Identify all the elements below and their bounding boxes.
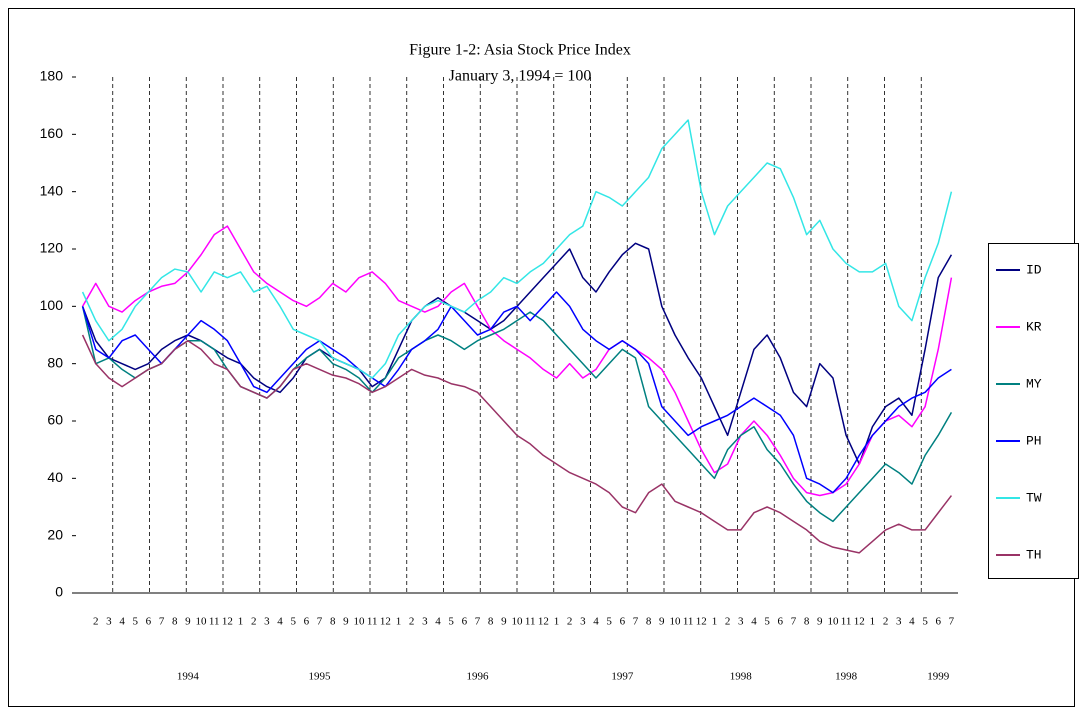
x-tick-label: 1 (554, 616, 560, 628)
chart-title: Figure 1-2: Asia Stock Price Index (409, 42, 631, 59)
year-label: 1999 (927, 671, 950, 683)
x-tick-label: 4 (435, 616, 441, 628)
x-tick-label: 12 (538, 616, 549, 628)
x-tick-label: 6 (936, 616, 942, 628)
series-line (81, 334, 953, 554)
year-label: 1995 (309, 671, 332, 683)
legend-label: PH (1026, 433, 1042, 448)
x-tick-label: 10 (827, 616, 839, 628)
x-tick-label: 3 (738, 616, 744, 628)
y-tick-label: 60 (47, 412, 63, 428)
x-tick-label: 5 (448, 616, 454, 628)
x-tick-label: 6 (462, 616, 468, 628)
chart-subtitle: January 3, 1994 = 100 (449, 68, 592, 85)
legend-label: MY (1026, 376, 1042, 391)
legend-label: KR (1026, 319, 1042, 334)
x-tick-label: 8 (646, 616, 652, 628)
x-tick-label: 10 (354, 616, 366, 628)
y-tick-label: 40 (47, 469, 63, 485)
year-label: 1996 (467, 671, 490, 683)
x-tick-label: 5 (290, 616, 296, 628)
x-tick-label: 12 (222, 616, 233, 628)
x-tick-label: 11 (525, 616, 536, 628)
x-tick-label: 9 (817, 616, 823, 628)
series-line (81, 225, 953, 497)
x-tick-label: 1 (238, 616, 244, 628)
x-tick-label: 4 (119, 616, 125, 628)
x-tick-label: 5 (606, 616, 612, 628)
x-tick-label: 6 (304, 616, 310, 628)
series-line (81, 291, 952, 494)
x-tick-label: 5 (764, 616, 770, 628)
x-tick-label: 2 (725, 616, 731, 628)
x-tick-label: 12 (854, 616, 865, 628)
x-tick-label: 8 (172, 616, 178, 628)
y-tick-label: 120 (40, 240, 64, 256)
x-tick-label: 3 (264, 616, 270, 628)
x-tick-label: 8 (488, 616, 494, 628)
x-tick-label: 3 (580, 616, 586, 628)
y-tick-label: 80 (47, 354, 63, 370)
x-tick-label: 9 (659, 616, 665, 628)
x-tick-label: 11 (367, 616, 378, 628)
y-tick-label: 140 (40, 182, 64, 198)
x-tick-label: 1 (870, 616, 876, 628)
x-tick-label: 8 (804, 616, 810, 628)
x-tick-label: 7 (633, 616, 639, 628)
legend-label: ID (1026, 262, 1042, 277)
x-tick-label: 4 (593, 616, 599, 628)
year-label: 1998 (730, 671, 753, 683)
x-tick-label: 4 (751, 616, 757, 628)
series-line (81, 119, 953, 379)
x-tick-label: 12 (696, 616, 707, 628)
y-tick-label: 20 (47, 526, 63, 542)
x-tick-label: 6 (620, 616, 626, 628)
chart-border (8, 8, 1075, 707)
x-tick-label: 7 (791, 616, 797, 628)
x-tick-label: 1 (712, 616, 718, 628)
x-tick-label: 2 (883, 616, 889, 628)
x-tick-label: 2 (567, 616, 573, 628)
y-tick-label: 100 (40, 297, 64, 313)
x-tick-label: 7 (949, 616, 955, 628)
year-label: 1998 (835, 671, 858, 683)
x-tick-label: 4 (909, 616, 915, 628)
x-tick-label: 3 (106, 616, 112, 628)
x-tick-label: 9 (185, 616, 191, 628)
legend-label: TW (1026, 490, 1042, 505)
legend-label: TH (1026, 547, 1042, 562)
x-tick-label: 3 (896, 616, 902, 628)
x-tick-label: 11 (841, 616, 852, 628)
x-tick-label: 11 (683, 616, 694, 628)
x-tick-label: 4 (277, 616, 283, 628)
y-tick-label: 180 (40, 68, 64, 84)
x-tick-label: 3 (422, 616, 428, 628)
x-tick-label: 10 (196, 616, 208, 628)
x-tick-label: 9 (501, 616, 507, 628)
x-tick-label: 8 (330, 616, 336, 628)
x-tick-label: 2 (409, 616, 415, 628)
x-tick-label: 11 (209, 616, 220, 628)
x-tick-label: 6 (146, 616, 152, 628)
x-tick-label: 5 (132, 616, 138, 628)
year-label: 1997 (611, 671, 634, 683)
y-tick-label: 160 (40, 125, 64, 141)
x-tick-label: 10 (669, 616, 681, 628)
x-tick-label: 6 (778, 616, 784, 628)
x-tick-label: 7 (159, 616, 165, 628)
x-tick-label: 5 (922, 616, 928, 628)
x-tick-label: 12 (380, 616, 391, 628)
x-tick-label: 7 (475, 616, 481, 628)
x-tick-label: 7 (317, 616, 323, 628)
year-label: 1994 (177, 671, 200, 683)
legend (988, 243, 1079, 579)
x-tick-label: 10 (512, 616, 524, 628)
x-tick-label: 2 (93, 616, 99, 628)
x-tick-label: 1 (396, 616, 402, 628)
x-tick-label: 2 (251, 616, 257, 628)
y-tick-label: 0 (55, 584, 63, 600)
x-tick-label: 9 (343, 616, 349, 628)
